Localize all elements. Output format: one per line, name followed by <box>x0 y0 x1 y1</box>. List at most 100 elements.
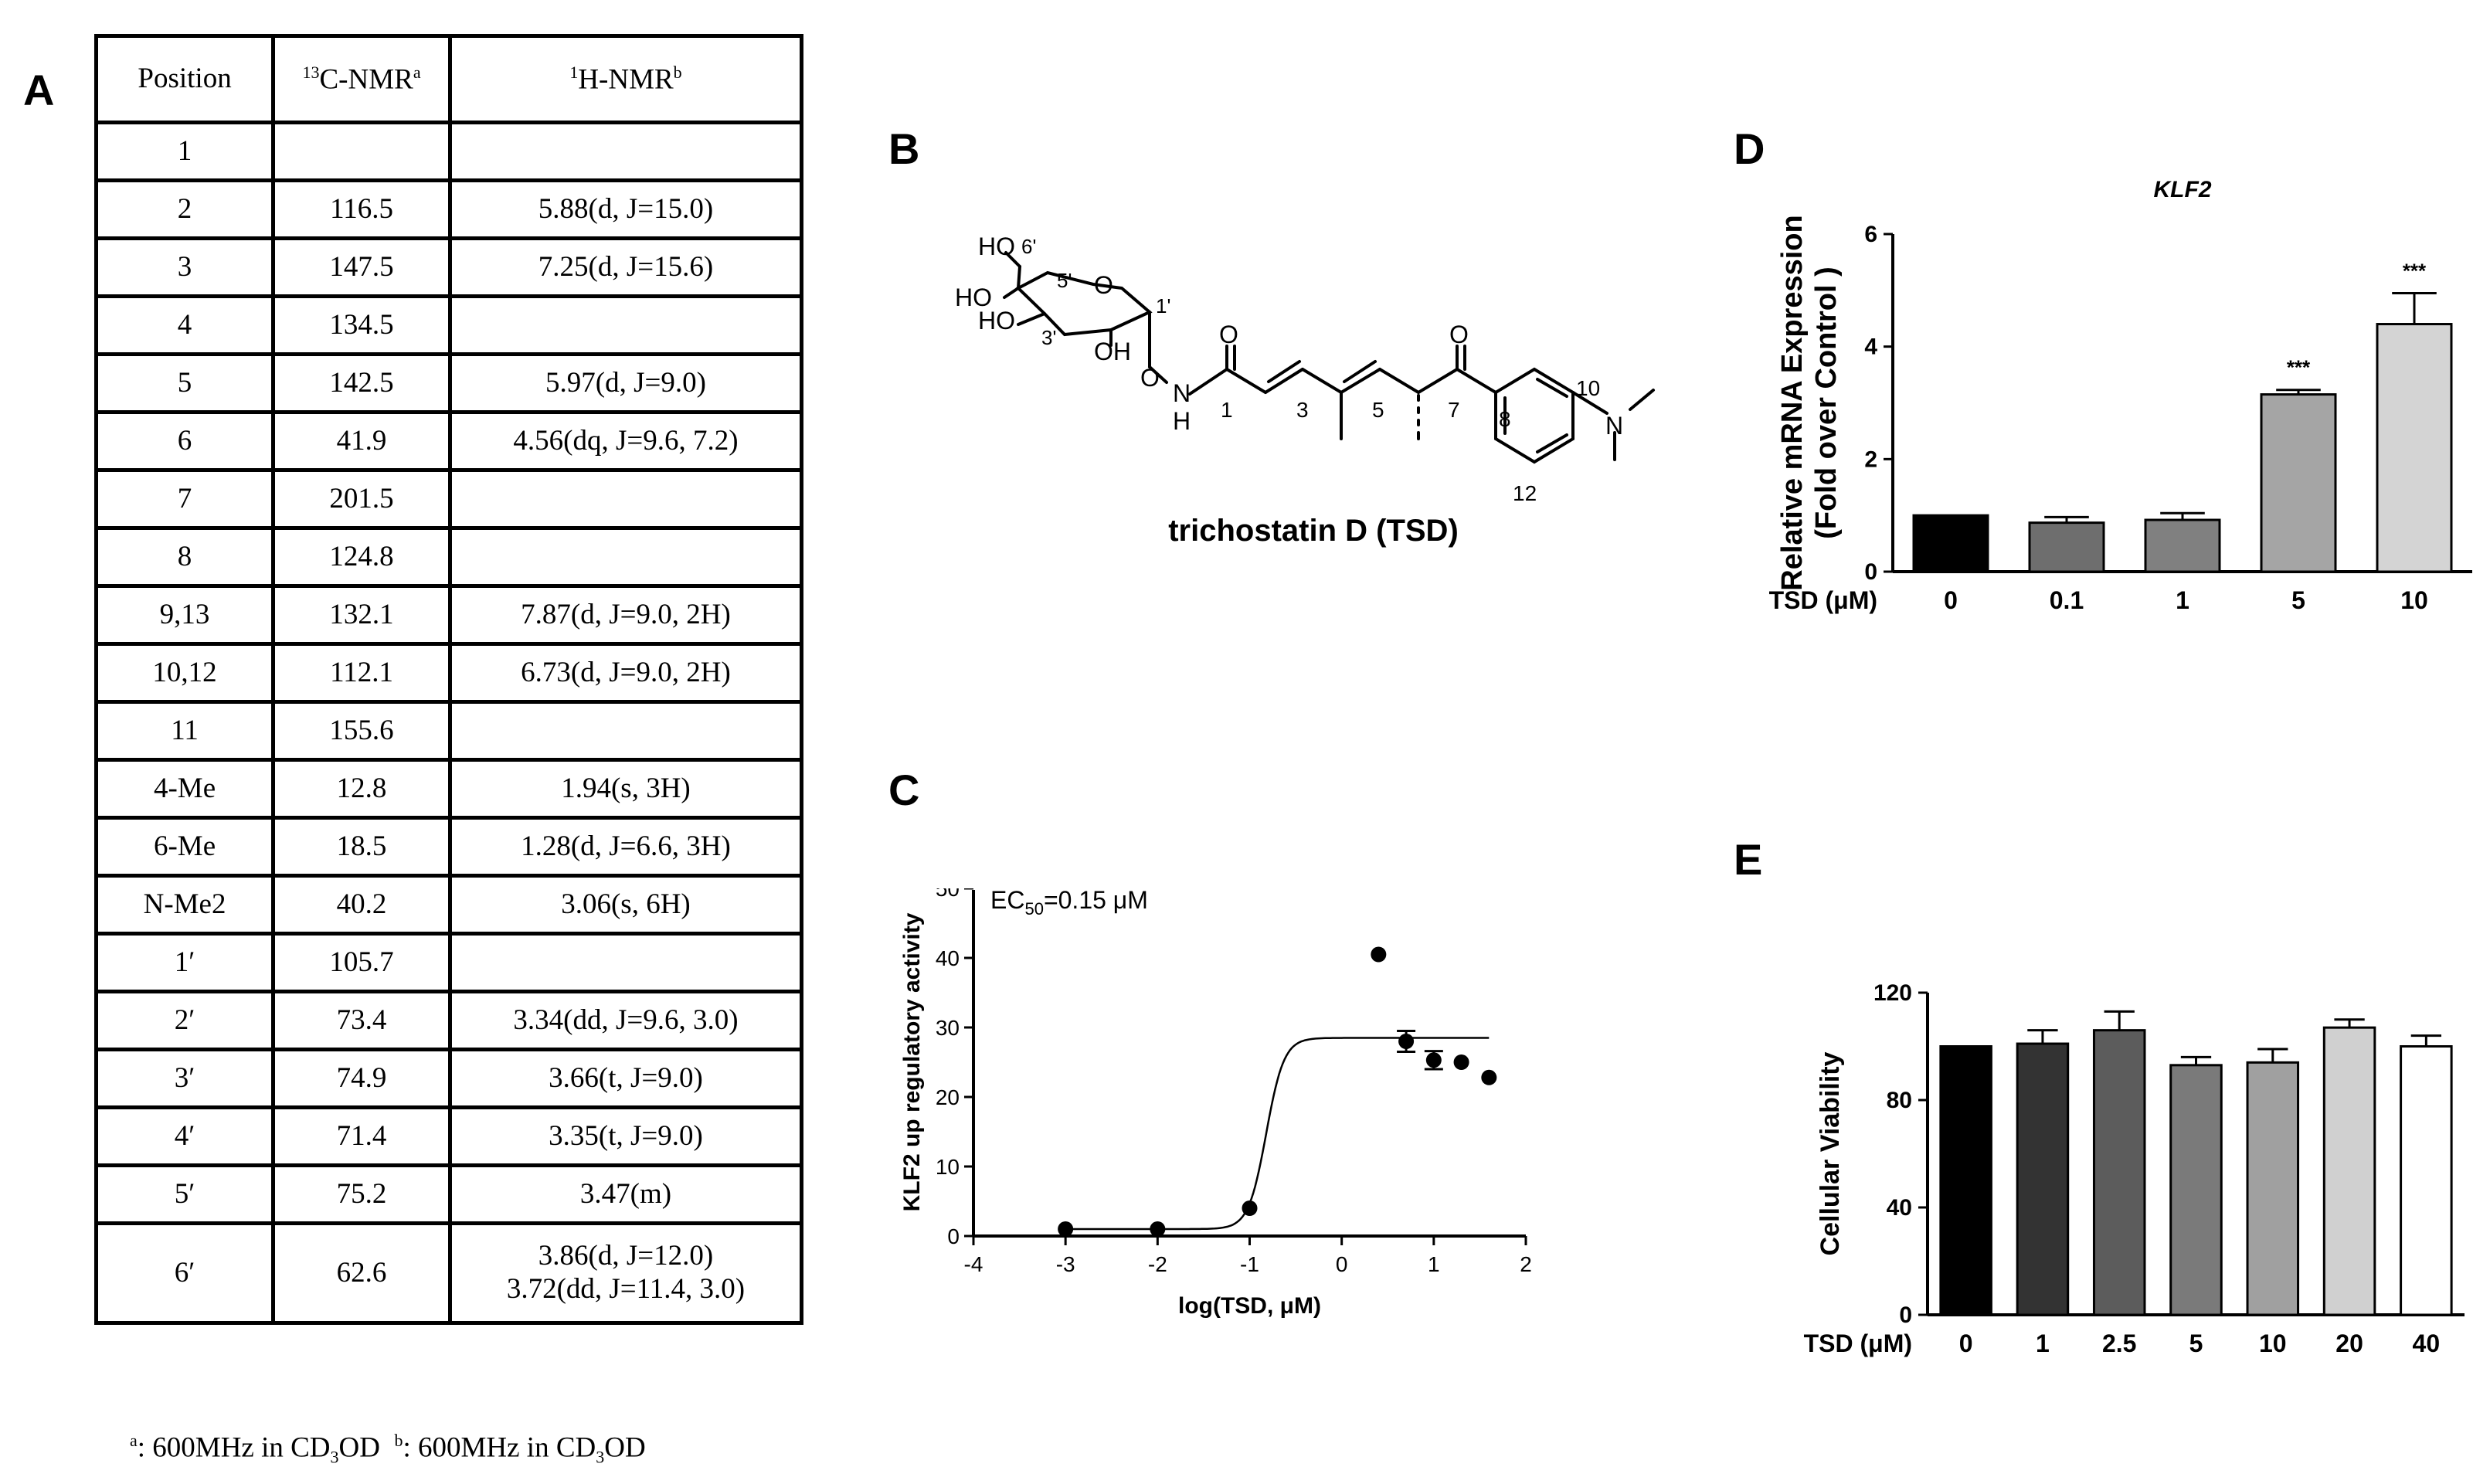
table-row: 4′ 71.4 3.35(t, J=9.0) <box>93 1105 804 1167</box>
cell-position: N-Me2 <box>93 874 276 936</box>
y-tick-label: 4 <box>1864 334 1877 360</box>
cell-position: 2 <box>93 178 276 240</box>
cell-h1 <box>447 526 804 588</box>
x-tick-label: -2 <box>1148 1252 1167 1276</box>
x-tick-label: 0.1 <box>2050 586 2084 614</box>
cell-c13: 41.9 <box>271 410 452 472</box>
n-me-bond-1 <box>1629 389 1655 411</box>
ec50-annotation: EC50=0.15 μM <box>990 888 1148 919</box>
cell-position: 7 <box>93 468 276 530</box>
panel-label-d: D <box>1734 124 1765 173</box>
c1-c2-bond <box>1225 368 1267 394</box>
data-point <box>1371 946 1387 963</box>
y-tick-label: 40 <box>936 946 960 970</box>
c3-c4-bond <box>1301 368 1343 394</box>
bar <box>2400 1045 2453 1316</box>
bar <box>2028 521 2105 573</box>
table-row: 6 41.9 4.56(dq, J=9.6, 7.2) <box>93 410 804 472</box>
cell-position: 4-Me <box>93 758 276 820</box>
table-row: 7 201.5 <box>93 468 804 530</box>
data-point <box>1481 1069 1497 1085</box>
x-tick-label: 10 <box>2259 1329 2287 1357</box>
cell-h1: 3.86(d, J=12.0) 3.72(dd, J=11.4, 3.0) <box>447 1221 804 1325</box>
x-tick-label: -1 <box>1240 1252 1259 1276</box>
atom-label: OH <box>1094 338 1131 365</box>
cell-h1: 1.28(d, J=6.6, 3H) <box>447 816 804 878</box>
cell-h1 <box>447 700 804 762</box>
data-point <box>1242 1200 1258 1216</box>
atom-label: 5 <box>1372 398 1384 422</box>
cell-h1 <box>447 294 804 356</box>
table-row: 5′ 75.2 3.47(m) <box>93 1163 804 1225</box>
table-row: 4 134.5 <box>93 294 804 356</box>
bar <box>2092 1029 2146 1316</box>
cell-position: 4 <box>93 294 276 356</box>
benzene-double-2 <box>1536 433 1568 453</box>
cell-c13: 18.5 <box>271 816 452 878</box>
cell-position: 3′ <box>93 1048 276 1109</box>
y-tick-label: 0 <box>947 1224 960 1248</box>
cell-h1 <box>447 932 804 993</box>
bar <box>2322 1026 2376 1316</box>
table-row: 2 116.5 5.88(d, J=15.0) <box>93 178 804 240</box>
atom-label: O <box>1219 321 1238 348</box>
table-row: 10,12 112.1 6.73(d, J=9.0, 2H) <box>93 642 804 704</box>
nmr-table-body: 1 2 116.5 5.88(d, J=15.0) 3 147.5 7.25(d, J=15… <box>93 121 804 1325</box>
x-tick-label: 0 <box>1944 586 1958 614</box>
atom-label: 1 <box>1221 398 1233 422</box>
h1-value: 7.25(d, J=15.6) <box>538 250 714 283</box>
x-tick-label: 2 <box>1520 1252 1532 1276</box>
h1-value: 7.87(d, J=9.0, 2H) <box>521 598 731 630</box>
x-axis-label: TSD (μM) <box>1804 1329 1912 1357</box>
table-footnote: a: 600MHz in CD3OD b: 600MHz in CD3OD <box>130 1431 646 1467</box>
h1-value: 3.06(s, 6H) <box>561 888 691 920</box>
c6-c7-bond <box>1417 368 1459 394</box>
atom-label: H <box>1173 407 1191 435</box>
cell-c13: 105.7 <box>271 932 452 993</box>
cell-h1: 6.73(d, J=9.0, 2H) <box>447 642 804 704</box>
y-tick-label: 0 <box>1899 1302 1912 1328</box>
h1-value: 5.88(d, J=15.0) <box>538 192 714 225</box>
x-axis-label: TSD (μM) <box>1769 586 1877 614</box>
table-row: 3 147.5 7.25(d, J=15.6) <box>93 236 804 298</box>
cell-h1 <box>447 468 804 530</box>
c2-c3-bond <box>1264 368 1304 394</box>
table-row: 8 124.8 <box>93 526 804 588</box>
header-h1: 1H-NMRb <box>447 34 804 124</box>
c4-oh-bond <box>1003 287 1020 299</box>
table-row: 6′ 62.6 3.86(d, J=12.0) 3.72(dd, J=11.4, 3.… <box>93 1221 804 1325</box>
table-row: 1 <box>93 121 804 182</box>
chart-title: KLF2 <box>2154 177 2212 202</box>
cell-c13: 142.5 <box>271 352 452 414</box>
atom-label: 3 <box>1296 398 1309 422</box>
table-row: N-Me2 40.2 3.06(s, 6H) <box>93 874 804 936</box>
y-tick-label: 30 <box>936 1016 960 1040</box>
sugar-ring <box>1015 270 1153 337</box>
y-tick-label: 50 <box>936 888 960 901</box>
cell-c13: 71.4 <box>271 1105 452 1167</box>
data-point <box>1058 1221 1074 1237</box>
table-row: 9,13 132.1 7.87(d, J=9.0, 2H) <box>93 584 804 646</box>
x-tick-label: 0 <box>1959 1329 1973 1357</box>
cell-h1: 1.94(s, 3H) <box>447 758 804 820</box>
c6-bond <box>1017 265 1021 290</box>
y-tick-label: 120 <box>1873 980 1912 1006</box>
cell-c13: 201.5 <box>271 468 452 530</box>
cell-h1 <box>447 121 804 182</box>
structure-caption: trichostatin D (TSD) <box>1168 514 1459 548</box>
bar <box>1912 514 1989 573</box>
n-c1-bond <box>1188 368 1228 396</box>
atom-label: 5' <box>1057 269 1072 292</box>
x-tick-label: 40 <box>2413 1329 2441 1357</box>
atom-label: O <box>1094 271 1113 299</box>
cell-h1: 5.88(d, J=15.0) <box>447 178 804 240</box>
cell-c13: 124.8 <box>271 526 452 588</box>
cell-h1: 3.06(s, 6H) <box>447 874 804 936</box>
data-point <box>1425 1052 1442 1068</box>
h1-value: 3.35(t, J=9.0) <box>549 1119 703 1152</box>
cell-position: 1′ <box>93 932 276 993</box>
x-tick-label: 0 <box>1336 1252 1348 1276</box>
y-tick-label: 80 <box>1887 1088 1912 1113</box>
cell-h1: 3.47(m) <box>447 1163 804 1225</box>
